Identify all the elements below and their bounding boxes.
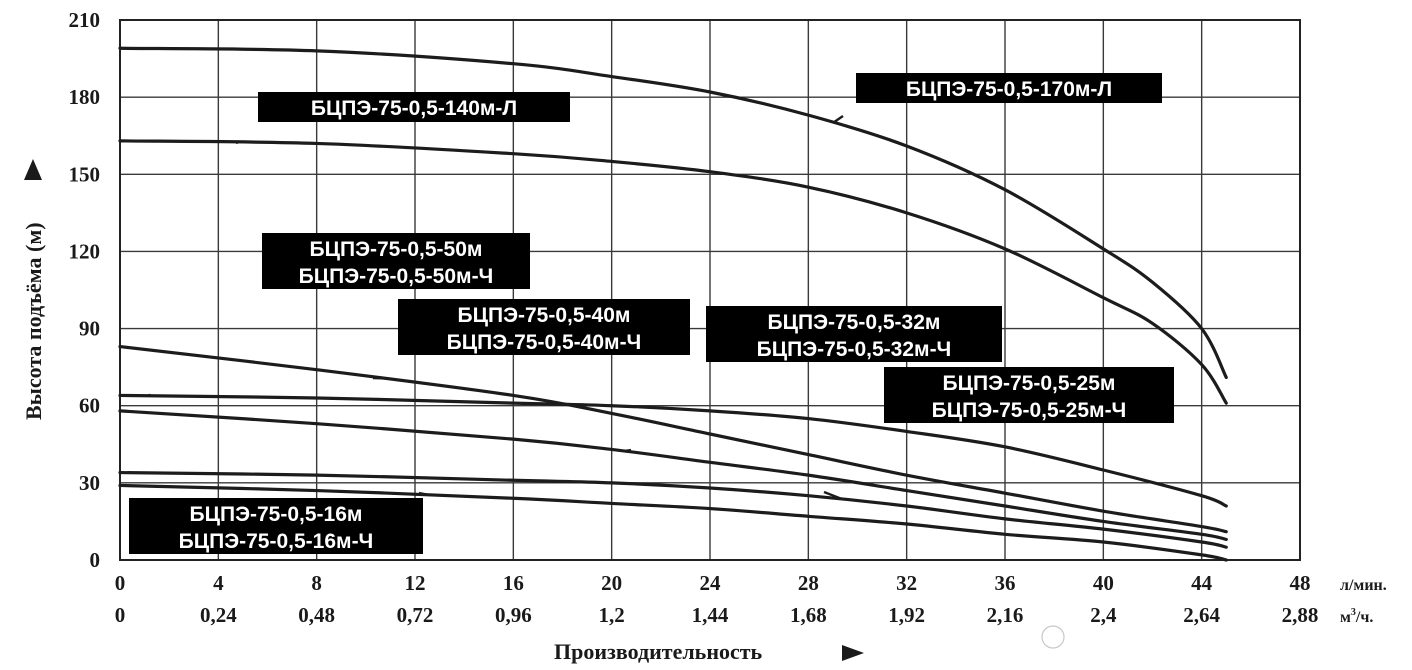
x2-tick-label: 0,48 bbox=[298, 603, 335, 627]
y-tick-label: 0 bbox=[90, 548, 101, 572]
plot-frame bbox=[119, 19, 1301, 561]
y-tick-label: 60 bbox=[79, 394, 100, 418]
x-tick-label: 16 bbox=[503, 571, 524, 595]
label-leader-line bbox=[235, 141, 239, 145]
curve-6 bbox=[118, 470, 1228, 549]
curve-label-4: БЦПЭ-75-0,5-40м БЦПЭ-75-0,5-40м-Ч bbox=[372, 299, 690, 380]
y-tick-label: 180 bbox=[69, 85, 101, 109]
curve-label-1: БЦПЭ-75-0,5-170м-Л bbox=[832, 73, 1162, 124]
curve-label-6: БЦПЭ-75-0,5-25м БЦПЭ-75-0,5-25м-Ч bbox=[823, 367, 1174, 501]
curve-3 bbox=[118, 393, 1228, 508]
label-text-line: БЦПЭ-75-0,5-50м-Ч bbox=[299, 265, 494, 288]
x2-tick-label: 0,96 bbox=[495, 603, 532, 627]
label-leader-line bbox=[823, 490, 844, 501]
curve-labels: БЦПЭ-75-0,5-170м-Л БЦПЭ-75-0,5-140м-Л БЦПЭ… bbox=[129, 73, 1174, 554]
x-tick-label: 24 bbox=[700, 571, 722, 595]
x-axis-arrow-icon bbox=[842, 645, 864, 661]
curve-2 bbox=[118, 139, 1228, 405]
label-text-line: БЦПЭ-75-0,5-40м-Ч bbox=[447, 331, 642, 354]
x2-tick-label: 2,88 bbox=[1282, 603, 1319, 627]
y-axis-arrow-icon bbox=[24, 159, 42, 180]
x-tick-label: 20 bbox=[601, 571, 622, 595]
label-leader-line bbox=[623, 448, 632, 453]
label-text-line: БЦПЭ-75-0,5-16м-Ч bbox=[179, 530, 374, 553]
y-tick-label: 30 bbox=[79, 471, 100, 495]
label-box bbox=[398, 299, 690, 355]
x-axis-title: Производительность bbox=[554, 639, 864, 664]
curve-4 bbox=[118, 344, 1228, 534]
curve-label-3: БЦПЭ-75-0,5-50м БЦПЭ-75-0,5-50м-Ч bbox=[147, 233, 530, 397]
label-text-line: БЦПЭ-75-0,5-25м-Ч bbox=[932, 399, 1127, 422]
curve-5 bbox=[118, 409, 1228, 542]
x-tick-label: 28 bbox=[798, 571, 819, 595]
x-tick-label: 44 bbox=[1191, 571, 1213, 595]
label-leader-line bbox=[418, 491, 430, 497]
label-leader-line bbox=[147, 393, 151, 397]
x2-tick-label: 2,4 bbox=[1090, 603, 1117, 627]
label-box bbox=[884, 367, 1174, 423]
y-tick-label: 210 bbox=[69, 8, 101, 32]
curve-7 bbox=[118, 483, 1228, 562]
label-box bbox=[262, 233, 530, 289]
x-axis-title-text: Производительность bbox=[554, 639, 763, 664]
performance-curves bbox=[118, 46, 1228, 562]
x-tick-label: 12 bbox=[405, 571, 426, 595]
label-box bbox=[258, 92, 570, 122]
watermark-circle bbox=[1041, 625, 1065, 649]
label-text-line: БЦПЭ-75-0,5-25м bbox=[943, 372, 1116, 395]
label-text-line: БЦПЭ-75-0,5-32м-Ч bbox=[757, 338, 952, 361]
curve-label-2: БЦПЭ-75-0,5-140м-Л bbox=[235, 92, 570, 145]
x-tick-label: 32 bbox=[896, 571, 917, 595]
x2-tick-label: 2,16 bbox=[987, 603, 1024, 627]
x2-tick-label: 0,72 bbox=[397, 603, 434, 627]
x2-tick-label: 1,44 bbox=[692, 603, 729, 627]
label-leader-line bbox=[832, 115, 844, 124]
label-box bbox=[129, 498, 423, 554]
x2-tick-label: 2,64 bbox=[1183, 603, 1220, 627]
curve-label-5: БЦПЭ-75-0,5-32м БЦПЭ-75-0,5-32м-Ч bbox=[623, 306, 1002, 453]
label-text-line: БЦПЭ-75-0,5-140м-Л bbox=[311, 97, 517, 120]
y-tick-label: 120 bbox=[69, 239, 101, 263]
x-tick-label: 40 bbox=[1093, 571, 1114, 595]
x2-tick-label: 0 bbox=[115, 603, 126, 627]
x-tick-label: 4 bbox=[213, 571, 224, 595]
x-axis-unit-lpm-text: л/мин. bbox=[1340, 577, 1387, 594]
x-tick-label: 36 bbox=[995, 571, 1016, 595]
x-tick-label: 8 bbox=[311, 571, 322, 595]
y-axis-title: Высота подъёма (м) bbox=[21, 159, 46, 420]
label-text-line: БЦПЭ-75-0,5-40м bbox=[458, 304, 631, 327]
label-text-line: БЦПЭ-75-0,5-50м bbox=[310, 238, 483, 261]
label-text-line: БЦПЭ-75-0,5-16м bbox=[190, 503, 363, 526]
label-box bbox=[706, 306, 1002, 362]
curve-label-7: БЦПЭ-75-0,5-16м БЦПЭ-75-0,5-16м-Ч bbox=[129, 491, 430, 554]
label-box bbox=[856, 73, 1162, 103]
label-text-line: БЦПЭ-75-0,5-170м-Л bbox=[906, 78, 1112, 101]
x-axis-unit-m3h-text: м3/ч. bbox=[1340, 607, 1373, 626]
label-text-line: БЦПЭ-75-0,5-32м bbox=[768, 311, 941, 334]
x-tick-label: 48 bbox=[1290, 571, 1311, 595]
curve-1 bbox=[118, 46, 1228, 380]
y-tick-label: 150 bbox=[69, 162, 101, 186]
x2-tick-label: 0,24 bbox=[200, 603, 237, 627]
x-axis-unit-lpm: л/мин. bbox=[1340, 577, 1387, 594]
x-axis-unit-m3h: м3/ч. bbox=[1340, 607, 1373, 626]
x-tick-label: 0 bbox=[115, 571, 126, 595]
x2-tick-label: 1,68 bbox=[790, 603, 827, 627]
y-axis-title-text: Высота подъёма (м) bbox=[21, 222, 46, 420]
x2-tick-label: 1,92 bbox=[888, 603, 925, 627]
x2-tick-label: 1,2 bbox=[599, 603, 625, 627]
y-tick-label: 90 bbox=[79, 317, 100, 341]
